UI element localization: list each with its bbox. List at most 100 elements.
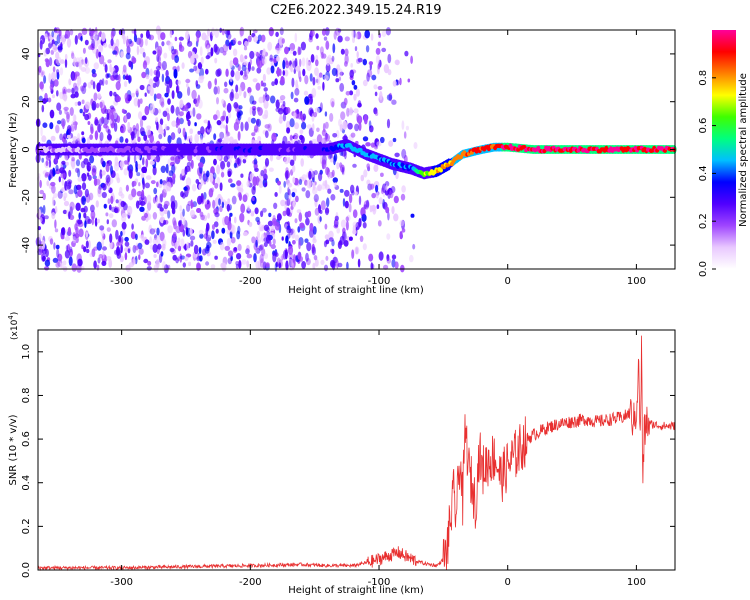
spectrogram-speckle: [77, 133, 81, 140]
spectrogram-speckle: [260, 169, 265, 177]
spectrogram-speckle: [294, 234, 300, 242]
spectrogram-speckle: [356, 115, 363, 124]
spectrogram-speckle: [323, 36, 328, 41]
spectrogram-speckle: [145, 29, 150, 39]
spectrogram-speckle: [346, 261, 349, 270]
spectrogram-speckle: [92, 81, 96, 90]
spectrogram-speckle: [282, 59, 286, 70]
spectrogram-speckle: [310, 54, 315, 63]
spectrogram-speckle: [323, 240, 328, 248]
spectrogram-speckle: [160, 165, 166, 173]
spectrogram-speckle: [212, 239, 217, 244]
spectrogram-speckle: [352, 229, 357, 235]
spectrogram-speckle: [331, 169, 335, 178]
spectrogram-speckle: [216, 120, 222, 126]
y-tick-label: 20: [21, 95, 32, 108]
spectrogram-speckle: [77, 219, 83, 225]
spectrogram-speckle: [101, 116, 105, 125]
spectrogram-speckle: [392, 137, 397, 143]
spectrogram-speckle: [263, 87, 268, 92]
spectrogram-speckle: [352, 163, 357, 168]
spectrogram-speckle: [227, 170, 232, 177]
spectrogram-speckle: [97, 93, 102, 99]
spectrogram-speckle: [357, 102, 362, 108]
spectrogram-speckle: [255, 51, 260, 57]
spectrogram-speckle: [215, 69, 221, 77]
spectrogram-speckle: [133, 153, 137, 164]
spectrogram-speckle: [371, 192, 377, 199]
spectrogram-speckle: [331, 248, 335, 255]
y-tick-label: -40: [21, 237, 32, 253]
spectrogram-speckle: [82, 47, 86, 54]
spectrogram-speckle: [96, 82, 101, 92]
spectrogram-speckle: [138, 111, 143, 120]
spectrogram-speckle: [351, 249, 355, 259]
spectrogram-speckle: [250, 117, 256, 124]
spectrogram-speckle: [108, 213, 114, 219]
x-tick-label: 0: [505, 276, 511, 287]
spectrogram-speckle: [348, 107, 353, 116]
spectrogram-speckle: [340, 111, 346, 121]
spectrogram-speckle: [176, 65, 180, 72]
colorbar-tick-label: 0.8: [698, 70, 709, 86]
spectrogram-speckle: [54, 153, 58, 164]
snr-scale-prefix: (x10: [10, 319, 20, 340]
spectrogram-speckle: [295, 79, 298, 90]
spectrogram-speckle: [96, 218, 100, 224]
spectrogram-speckle: [372, 205, 377, 215]
spectrogram-speckle: [118, 73, 121, 84]
spectrogram-speckle: [356, 51, 359, 59]
spectrogram-speckle: [362, 136, 369, 142]
spectrogram-speckle: [319, 216, 322, 222]
spectrogram-speckle: [282, 113, 287, 122]
spectrogram-speckle: [78, 212, 81, 220]
spectrogram-speckle: [410, 55, 413, 64]
spectrogram-speckle: [238, 192, 242, 201]
spectrogram-speckle: [196, 155, 201, 161]
spectrogram-x-ticks: -300 -200 -100 0 100: [110, 30, 646, 287]
spectrogram-speckle: [138, 248, 144, 255]
spectrogram-speckle: [91, 215, 95, 226]
spectrogram-speckle: [72, 235, 77, 244]
spectrogram-speckle: [100, 32, 106, 42]
spectrogram-speckle: [85, 232, 89, 238]
spectrogram-speckle: [365, 142, 371, 147]
spectrogram-speckle: [41, 240, 46, 250]
spectrogram-speckle: [69, 29, 74, 36]
spectrogram-speckle: [97, 189, 102, 198]
spectrogram-speckle: [62, 260, 67, 266]
spectrogram-speckle: [284, 249, 288, 260]
spectrogram-speckle: [296, 209, 302, 214]
spectrogram-speckle: [196, 33, 200, 44]
spectrogram-speckle: [72, 121, 78, 126]
spectrogram-speckle: [214, 255, 218, 260]
spectrogram-speckle: [61, 34, 66, 45]
spectrogram-speckle: [242, 194, 248, 203]
spectrogram-speckle: [237, 40, 242, 46]
spectrogram-speckle: [91, 100, 97, 111]
spectrogram-speckle: [197, 62, 203, 70]
spectrogram-speckle: [331, 55, 335, 62]
spectrogram-speckle: [81, 99, 85, 105]
spectrogram-speckle: [200, 179, 204, 186]
spectrogram-speckle: [167, 135, 172, 144]
spectrogram-speckle: [306, 61, 312, 72]
spectrogram-speckle: [331, 101, 335, 108]
spectrogram-speckle: [194, 133, 200, 144]
spectrogram-speckle: [152, 212, 158, 220]
spectrogram-speckle: [56, 71, 60, 80]
spectrogram-speckle: [346, 107, 350, 117]
spectrogram-speckle: [258, 96, 264, 104]
spectrogram-speckle: [342, 198, 346, 207]
spectrogram-speckle: [264, 157, 270, 167]
spectrogram-speckle: [216, 85, 220, 95]
spectrogram-speckle: [254, 167, 259, 172]
spectrogram-speckle: [182, 262, 186, 268]
spectrogram-speckle: [387, 211, 390, 221]
spectrogram-speckle: [105, 163, 110, 173]
spectrogram-speckle: [110, 38, 114, 47]
spectrogram-speckle: [328, 237, 334, 242]
spectrogram-speckle: [135, 123, 139, 132]
spectrogram-speckle: [238, 105, 243, 110]
spectrogram-speckle: [321, 159, 327, 166]
